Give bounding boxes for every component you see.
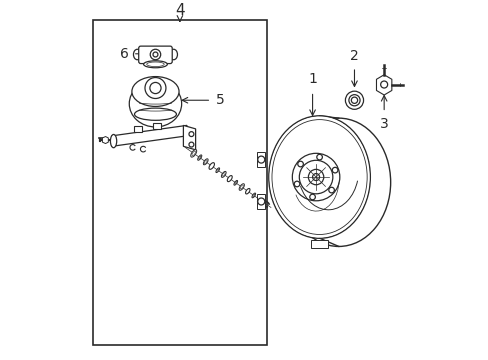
Circle shape (332, 167, 337, 173)
Ellipse shape (269, 117, 369, 238)
Ellipse shape (221, 171, 225, 177)
Ellipse shape (192, 151, 195, 156)
Ellipse shape (129, 81, 181, 127)
Ellipse shape (258, 198, 261, 202)
Circle shape (297, 161, 303, 167)
Ellipse shape (252, 194, 254, 197)
Circle shape (299, 160, 332, 194)
Circle shape (328, 187, 334, 193)
Circle shape (316, 154, 322, 160)
Ellipse shape (204, 160, 207, 163)
Ellipse shape (208, 163, 214, 169)
Ellipse shape (203, 159, 208, 165)
Circle shape (188, 132, 193, 136)
Ellipse shape (198, 156, 201, 159)
Ellipse shape (110, 134, 117, 148)
Ellipse shape (234, 181, 236, 184)
Circle shape (309, 194, 315, 200)
Polygon shape (102, 136, 108, 144)
Text: 5: 5 (215, 93, 224, 107)
Polygon shape (183, 125, 195, 150)
Text: 3: 3 (379, 117, 388, 131)
Circle shape (150, 82, 161, 94)
Polygon shape (310, 240, 327, 248)
Ellipse shape (132, 77, 179, 107)
Circle shape (348, 95, 359, 106)
FancyBboxPatch shape (139, 46, 172, 64)
Ellipse shape (222, 173, 224, 176)
Bar (134, 126, 142, 132)
Ellipse shape (143, 61, 167, 68)
Ellipse shape (146, 62, 164, 67)
Ellipse shape (190, 150, 196, 157)
Ellipse shape (286, 118, 390, 247)
Circle shape (350, 97, 357, 103)
Polygon shape (376, 75, 391, 95)
Circle shape (257, 156, 264, 163)
Ellipse shape (251, 193, 255, 198)
Circle shape (292, 153, 339, 201)
Text: 6: 6 (120, 47, 128, 61)
Text: 1: 1 (307, 72, 316, 86)
Ellipse shape (216, 168, 219, 172)
Ellipse shape (216, 169, 218, 171)
Circle shape (188, 142, 193, 147)
Bar (153, 123, 161, 129)
Circle shape (145, 77, 165, 99)
Ellipse shape (133, 49, 141, 60)
Text: 4: 4 (175, 3, 184, 18)
Polygon shape (256, 194, 265, 209)
Ellipse shape (239, 184, 244, 190)
Circle shape (150, 49, 161, 60)
Circle shape (312, 174, 319, 181)
Ellipse shape (169, 49, 177, 60)
Circle shape (257, 198, 264, 205)
Ellipse shape (240, 185, 243, 189)
Ellipse shape (227, 176, 232, 182)
Circle shape (294, 181, 299, 187)
Text: 2: 2 (349, 49, 358, 63)
Polygon shape (112, 125, 186, 146)
Circle shape (153, 52, 158, 57)
Circle shape (380, 81, 387, 88)
Bar (92, 20, 266, 345)
Ellipse shape (233, 180, 237, 185)
Circle shape (345, 91, 363, 109)
Ellipse shape (134, 108, 176, 120)
Circle shape (308, 169, 323, 185)
Ellipse shape (197, 155, 202, 160)
Ellipse shape (268, 116, 369, 238)
Polygon shape (256, 152, 265, 167)
Ellipse shape (245, 189, 249, 194)
Ellipse shape (257, 197, 262, 203)
